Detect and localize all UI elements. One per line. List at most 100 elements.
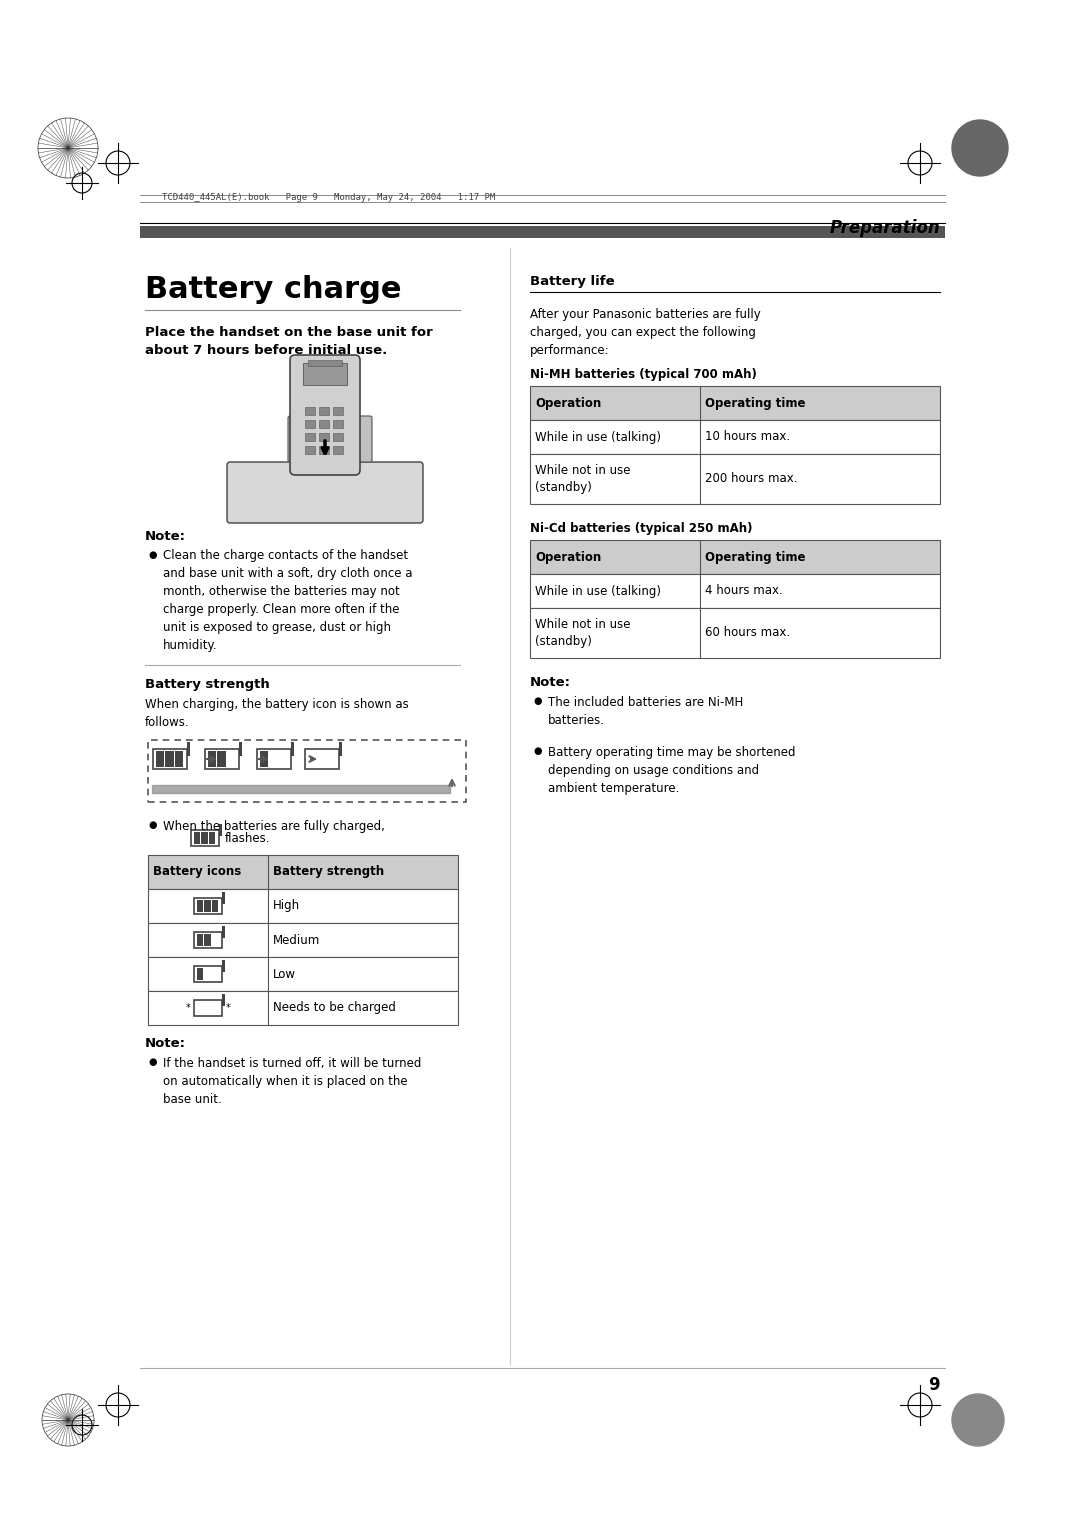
Bar: [197, 969, 203, 979]
Text: ●: ●: [148, 550, 157, 559]
Bar: [530, 539, 940, 575]
FancyBboxPatch shape: [291, 354, 360, 475]
Bar: [140, 226, 945, 238]
FancyBboxPatch shape: [288, 416, 372, 461]
Text: Operating time: Operating time: [705, 550, 806, 564]
Text: While in use (talking): While in use (talking): [535, 431, 661, 443]
Text: When the batteries are fully charged,: When the batteries are fully charged,: [163, 821, 384, 833]
Bar: [194, 833, 200, 843]
Text: 200 hours max.: 200 hours max.: [705, 472, 797, 486]
Text: ●: ●: [534, 695, 541, 706]
Text: While not in use
(standby): While not in use (standby): [535, 465, 631, 494]
Text: Ni-Cd batteries (typical 250 mAh): Ni-Cd batteries (typical 250 mAh): [530, 523, 753, 535]
Text: 9: 9: [929, 1377, 940, 1394]
Bar: [201, 833, 207, 843]
Text: Clean the charge contacts of the handset
and base unit with a soft, dry cloth on: Clean the charge contacts of the handset…: [163, 549, 413, 652]
Bar: [165, 750, 174, 767]
Bar: [205, 749, 239, 769]
Bar: [204, 900, 211, 912]
Bar: [222, 892, 225, 903]
Bar: [339, 743, 342, 756]
Bar: [319, 406, 329, 416]
Bar: [530, 420, 940, 454]
Bar: [148, 923, 458, 957]
Text: If the handset is turned off, it will be turned
on automatically when it is plac: If the handset is turned off, it will be…: [163, 1057, 421, 1106]
Text: Place the handset on the base unit for: Place the handset on the base unit for: [145, 325, 433, 339]
Text: Operation: Operation: [535, 550, 602, 564]
Bar: [197, 900, 203, 912]
Text: Battery icons: Battery icons: [153, 865, 241, 879]
Bar: [260, 750, 268, 767]
Text: TCD440_445AL(E).book   Page 9   Monday, May 24, 2004   1:17 PM: TCD440_445AL(E).book Page 9 Monday, May …: [162, 194, 496, 203]
Text: 60 hours max.: 60 hours max.: [705, 626, 791, 640]
Bar: [217, 750, 226, 767]
Text: Low: Low: [273, 967, 296, 981]
Bar: [333, 406, 343, 416]
Text: Battery strength: Battery strength: [145, 678, 270, 691]
Bar: [222, 995, 225, 1005]
Bar: [197, 934, 203, 946]
Bar: [530, 454, 940, 504]
Bar: [333, 432, 343, 442]
Text: about 7 hours before initial use.: about 7 hours before initial use.: [145, 344, 388, 358]
Bar: [194, 999, 222, 1016]
Bar: [222, 961, 225, 972]
Bar: [291, 743, 295, 756]
Bar: [530, 387, 940, 420]
Bar: [239, 743, 242, 756]
FancyBboxPatch shape: [303, 423, 356, 457]
Bar: [204, 934, 211, 946]
Bar: [319, 420, 329, 428]
Bar: [257, 749, 291, 769]
Text: Note:: Note:: [145, 530, 186, 542]
Bar: [319, 446, 329, 454]
Text: Battery strength: Battery strength: [273, 865, 384, 879]
Bar: [148, 740, 465, 802]
Bar: [208, 833, 215, 843]
Bar: [530, 608, 940, 659]
Bar: [305, 406, 315, 416]
Bar: [305, 420, 315, 428]
Text: Preparation: Preparation: [829, 219, 940, 237]
FancyBboxPatch shape: [227, 461, 423, 523]
Text: Needs to be charged: Needs to be charged: [273, 1001, 396, 1015]
Bar: [156, 750, 164, 767]
Text: While not in use
(standby): While not in use (standby): [535, 617, 631, 648]
Text: 4 hours max.: 4 hours max.: [705, 585, 783, 597]
Bar: [319, 432, 329, 442]
Text: flashes.: flashes.: [225, 833, 270, 845]
Circle shape: [951, 1394, 1004, 1445]
Text: While in use (talking): While in use (talking): [535, 585, 661, 597]
Text: ●: ●: [148, 1057, 157, 1067]
Text: ●: ●: [534, 746, 541, 756]
Text: Battery operating time may be shortened
depending on usage conditions and
ambien: Battery operating time may be shortened …: [548, 746, 796, 795]
Bar: [305, 446, 315, 454]
Bar: [219, 825, 221, 836]
Text: Operation: Operation: [535, 396, 602, 410]
Bar: [212, 900, 218, 912]
Text: Note:: Note:: [530, 675, 571, 689]
Text: When charging, the battery icon is shown as
follows.: When charging, the battery icon is shown…: [145, 698, 408, 729]
Text: Medium: Medium: [273, 934, 321, 946]
Bar: [530, 575, 940, 608]
Bar: [305, 749, 339, 769]
Bar: [194, 932, 222, 947]
Bar: [222, 926, 225, 938]
Bar: [308, 361, 342, 367]
Text: 10 hours max.: 10 hours max.: [705, 431, 791, 443]
Bar: [148, 856, 458, 889]
Bar: [305, 432, 315, 442]
Bar: [194, 898, 222, 914]
Bar: [148, 992, 458, 1025]
Bar: [148, 957, 458, 992]
Bar: [333, 420, 343, 428]
Text: *: *: [226, 1002, 231, 1013]
Bar: [333, 446, 343, 454]
Bar: [175, 750, 183, 767]
Text: Ni-MH batteries (typical 700 mAh): Ni-MH batteries (typical 700 mAh): [530, 368, 757, 380]
Text: Operating time: Operating time: [705, 396, 806, 410]
Bar: [153, 749, 187, 769]
Bar: [208, 750, 216, 767]
Bar: [303, 364, 347, 385]
Text: The included batteries are Ni-MH
batteries.: The included batteries are Ni-MH batteri…: [548, 695, 743, 727]
